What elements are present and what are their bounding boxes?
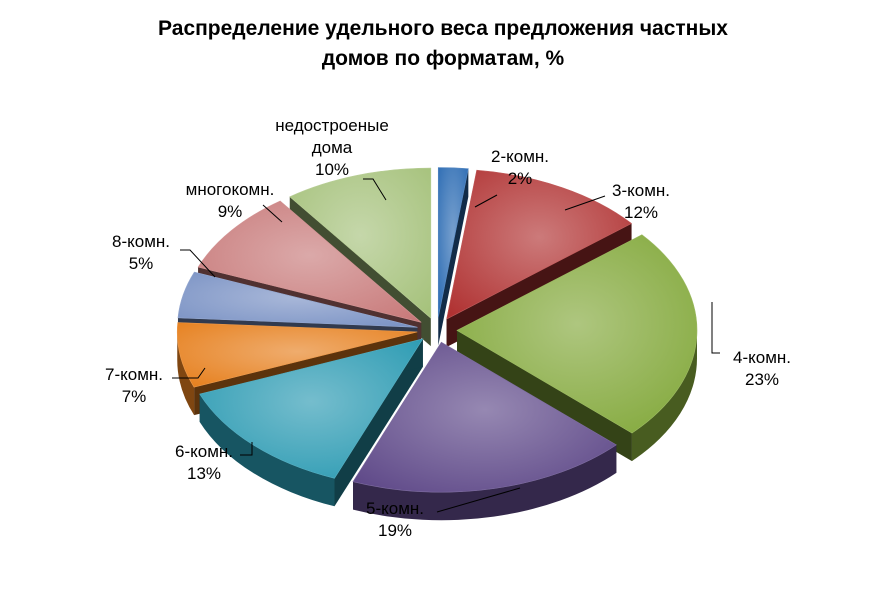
leader-line: [172, 367, 206, 379]
slice-label: 3-комн. 12%: [564, 181, 670, 222]
chart-title-line-1: Распределение удельного веса предложения…: [158, 17, 728, 40]
leader-line: [436, 487, 521, 513]
chart-title-line-2: домов по форматам, %: [321, 47, 565, 70]
slice-label: 7-комн. 7%: [105, 365, 206, 406]
slice-category-label: 4-комн.: [733, 348, 791, 367]
slice-category-label: недостроеные: [275, 116, 389, 135]
pie-slice: [437, 167, 469, 346]
pie-slice: [199, 338, 424, 507]
slice-value-label: 9%: [218, 202, 243, 221]
slice-category-label: дома: [312, 138, 353, 157]
slice-category-label: 7-комн.: [105, 365, 163, 384]
slice-label: 2-комн. 2%: [474, 147, 549, 208]
slice-label: недостроеные дома 10%: [275, 116, 389, 201]
leader-line: [711, 302, 720, 354]
slice-value-label: 7%: [122, 387, 147, 406]
slice-category-label: 8-комн.: [112, 232, 170, 251]
leader-line: [180, 249, 216, 278]
slice-value-label: 12%: [624, 203, 658, 222]
leader-line: [240, 442, 253, 456]
slice-category-label: 5-комн.: [366, 499, 424, 518]
pie-slice: [352, 341, 617, 521]
leader-line: [363, 178, 387, 201]
slice-category-label: 3-комн.: [612, 181, 670, 200]
slice-label: 6-комн. 13%: [175, 442, 253, 483]
slice-value-label: 23%: [745, 370, 779, 389]
slice-value-label: 2%: [508, 169, 533, 188]
slice-category-label: многокомн.: [186, 180, 275, 199]
leader-line: [262, 204, 283, 223]
slice-label: многокомн. 9%: [186, 180, 283, 223]
slice-value-label: 19%: [378, 521, 412, 540]
slice-category-label: 2-комн.: [491, 147, 549, 166]
slice-value-label: 13%: [187, 464, 221, 483]
slice-category-label: 6-комн.: [175, 442, 233, 461]
slice-label: 4-комн. 23%: [711, 302, 791, 389]
leader-line: [564, 195, 606, 211]
leader-line: [474, 194, 498, 208]
chart-title: Распределение удельного веса предложения…: [0, 14, 886, 74]
slice-label: 5-комн. 19%: [366, 487, 521, 540]
slice-value-label: 10%: [315, 160, 349, 179]
slice-value-label: 5%: [129, 254, 154, 273]
slice-label: 8-комн. 5%: [112, 232, 216, 278]
